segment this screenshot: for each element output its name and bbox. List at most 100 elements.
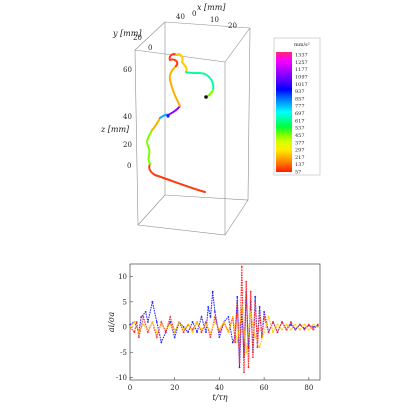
data-point xyxy=(211,290,214,293)
data-point xyxy=(236,295,239,298)
data-point xyxy=(254,295,257,298)
colorbar-tick-label: 937 xyxy=(295,89,305,95)
data-point xyxy=(234,341,237,344)
data-point xyxy=(272,321,274,323)
trajectory-segment xyxy=(146,129,153,165)
data-point xyxy=(238,366,241,369)
plot-box-3d xyxy=(134,21,251,236)
z-tick-label: 20 xyxy=(123,141,132,149)
data-point xyxy=(285,328,288,331)
data-point xyxy=(231,316,234,318)
data-point xyxy=(138,336,140,338)
box-front-face xyxy=(134,49,226,236)
data-point xyxy=(258,306,261,308)
data-point xyxy=(249,290,252,293)
colorbar-tick-label: 697 xyxy=(295,111,305,117)
z-tick-label: 0 xyxy=(127,162,131,170)
data-point xyxy=(267,316,270,318)
colorbar-title: mm/s² xyxy=(294,42,310,48)
z-tick-label: 40 xyxy=(123,113,132,121)
x-tick-label: 0 xyxy=(128,384,132,392)
trajectory-segment xyxy=(148,163,206,193)
data-point xyxy=(231,341,234,344)
data-point xyxy=(299,328,301,331)
data-point xyxy=(155,336,158,338)
acceleration-line-chart: 0 20 40 60 80 -10 -5 0 5 10 t/τη ai/σa xyxy=(107,263,321,402)
data-point xyxy=(209,331,212,333)
data-point xyxy=(303,328,306,331)
y-tick-label: -5 xyxy=(120,349,127,357)
data-point xyxy=(191,331,194,333)
y-tick-label: 0 xyxy=(123,324,127,332)
data-point xyxy=(173,336,176,338)
data-point xyxy=(281,328,283,331)
data-point xyxy=(205,323,207,326)
data-point xyxy=(276,331,279,333)
data-point xyxy=(245,280,248,283)
data-point xyxy=(263,311,265,313)
data-point xyxy=(247,366,250,369)
data-point xyxy=(133,321,136,323)
data-point xyxy=(160,321,163,323)
data-point xyxy=(240,265,243,268)
box-edge xyxy=(224,199,249,236)
colorbar-tick-label: 57 xyxy=(295,170,301,176)
data-point xyxy=(312,328,315,331)
data-point xyxy=(218,331,221,333)
data-point xyxy=(307,328,310,331)
data-point xyxy=(209,316,212,318)
data-point xyxy=(151,300,154,303)
trajectory-3d-panel: x [mm] y [mm] z [mm] 40 0 10 20 20 0 60 … xyxy=(100,3,321,236)
data-point xyxy=(258,346,261,349)
data-point xyxy=(285,323,288,326)
data-point xyxy=(196,331,199,333)
data-point xyxy=(294,323,297,326)
data-point xyxy=(223,321,225,323)
data-point xyxy=(182,328,185,331)
y-axis-label: ai/σa xyxy=(107,312,116,332)
data-point xyxy=(240,306,243,308)
data-point xyxy=(164,328,167,331)
data-point xyxy=(272,331,274,333)
data-point xyxy=(263,316,265,318)
data-point xyxy=(245,351,248,354)
data-point xyxy=(316,326,319,328)
data-point xyxy=(155,331,158,333)
data-point xyxy=(209,336,212,338)
trajectory-segment xyxy=(185,71,215,91)
data-point xyxy=(205,331,207,333)
data-point xyxy=(144,311,147,313)
trajectory-start-marker xyxy=(204,95,208,99)
colorbar-tick-label: 1337 xyxy=(295,53,308,59)
y-tick-label: 0 xyxy=(148,44,152,52)
box-back-face xyxy=(164,21,251,201)
colorbar-tick-label: 297 xyxy=(295,148,305,154)
series-line-2 xyxy=(129,306,319,353)
y-tick-label: -10 xyxy=(116,374,127,382)
data-point xyxy=(129,323,131,326)
data-point xyxy=(316,323,319,326)
data-point xyxy=(236,341,239,344)
data-point xyxy=(147,328,149,331)
data-point xyxy=(249,311,252,313)
trajectory-segment xyxy=(175,53,188,73)
x-tick-label: 40 xyxy=(176,13,185,21)
data-point xyxy=(252,356,254,359)
data-point xyxy=(243,371,245,374)
data-point xyxy=(169,316,172,318)
data-point xyxy=(173,331,176,333)
data-point xyxy=(227,316,230,318)
y-tick-label: 20 xyxy=(133,34,142,42)
data-point xyxy=(207,306,210,308)
data-point xyxy=(307,323,310,326)
data-point xyxy=(276,323,279,326)
x-tick-label: 0 xyxy=(192,10,196,18)
box-edge xyxy=(224,27,251,63)
trajectory-segment xyxy=(168,52,179,67)
data-point xyxy=(169,321,172,323)
data-point xyxy=(178,321,181,323)
trajectory-marker xyxy=(166,114,170,118)
colorbar-gradient xyxy=(276,52,292,172)
